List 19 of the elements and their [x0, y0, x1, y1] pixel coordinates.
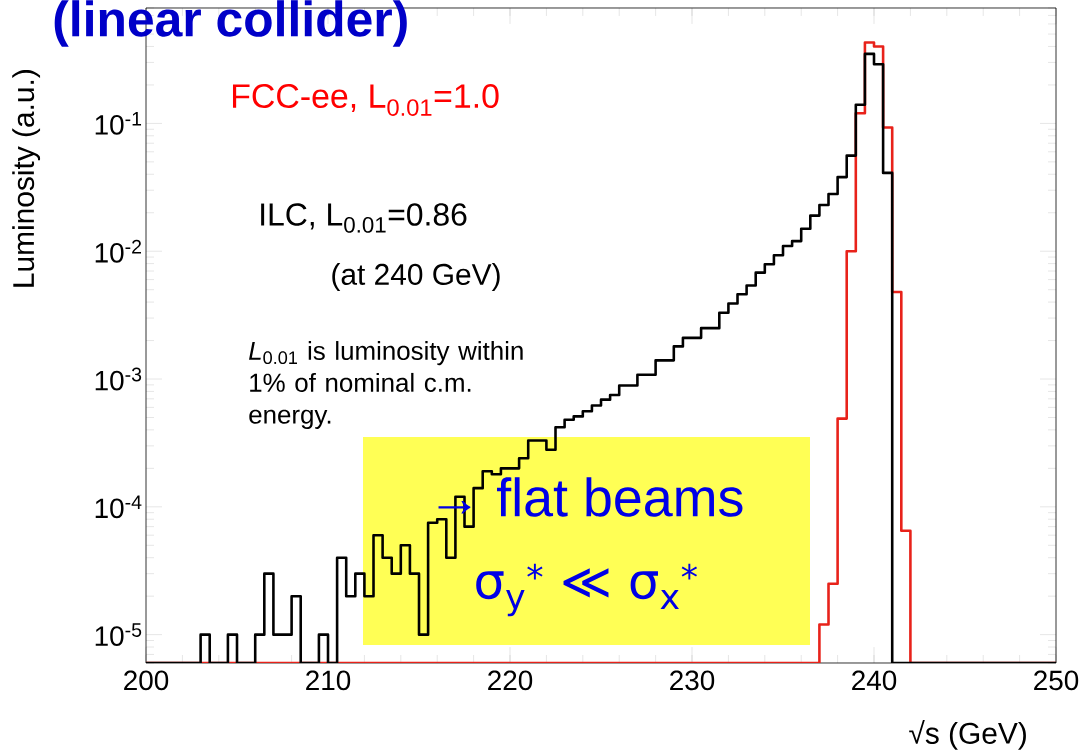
x-tick-label: 220 — [488, 670, 533, 691]
annotation: σ$_{y}$$^{*}$ ≪ σ$_{x}$$^{*}$ — [476, 563, 698, 617]
x-tick-label: 240 — [852, 670, 897, 691]
x-axis-title: √s (GeV) — [909, 719, 1026, 750]
annotation: ILC, L$_{0.01}$=0.86 — [261, 203, 467, 233]
x-tick-label: 210 — [306, 670, 351, 691]
y-tick-label: 10$^{-3}$ — [95, 367, 142, 391]
annotation: FCC-ee, L$_{0.01}$=1.0 — [232, 84, 499, 116]
y-tick-label: 10$^{-2}$ — [95, 239, 142, 263]
y-tick-label: 10$^{-5}$ — [95, 623, 142, 646]
y-tick-label: 10$^{-4}$ — [95, 495, 142, 519]
y-axis-title: Luminosity (a.u.) — [12, 70, 41, 287]
annotation: L$_{0.01}$ is luminosity within 1% of nominal c.m. energy. — [249, 341, 523, 429]
x-tick-label: 230 — [670, 670, 715, 691]
x-tick-label: 250 — [1034, 670, 1079, 691]
annotation: (at 240 GeV) — [332, 263, 500, 291]
chart-title: (linear collider) — [54, 0, 407, 47]
y-tick-label: 10$^{-1}$ — [95, 112, 142, 135]
x-tick-label: 200 — [124, 670, 169, 691]
